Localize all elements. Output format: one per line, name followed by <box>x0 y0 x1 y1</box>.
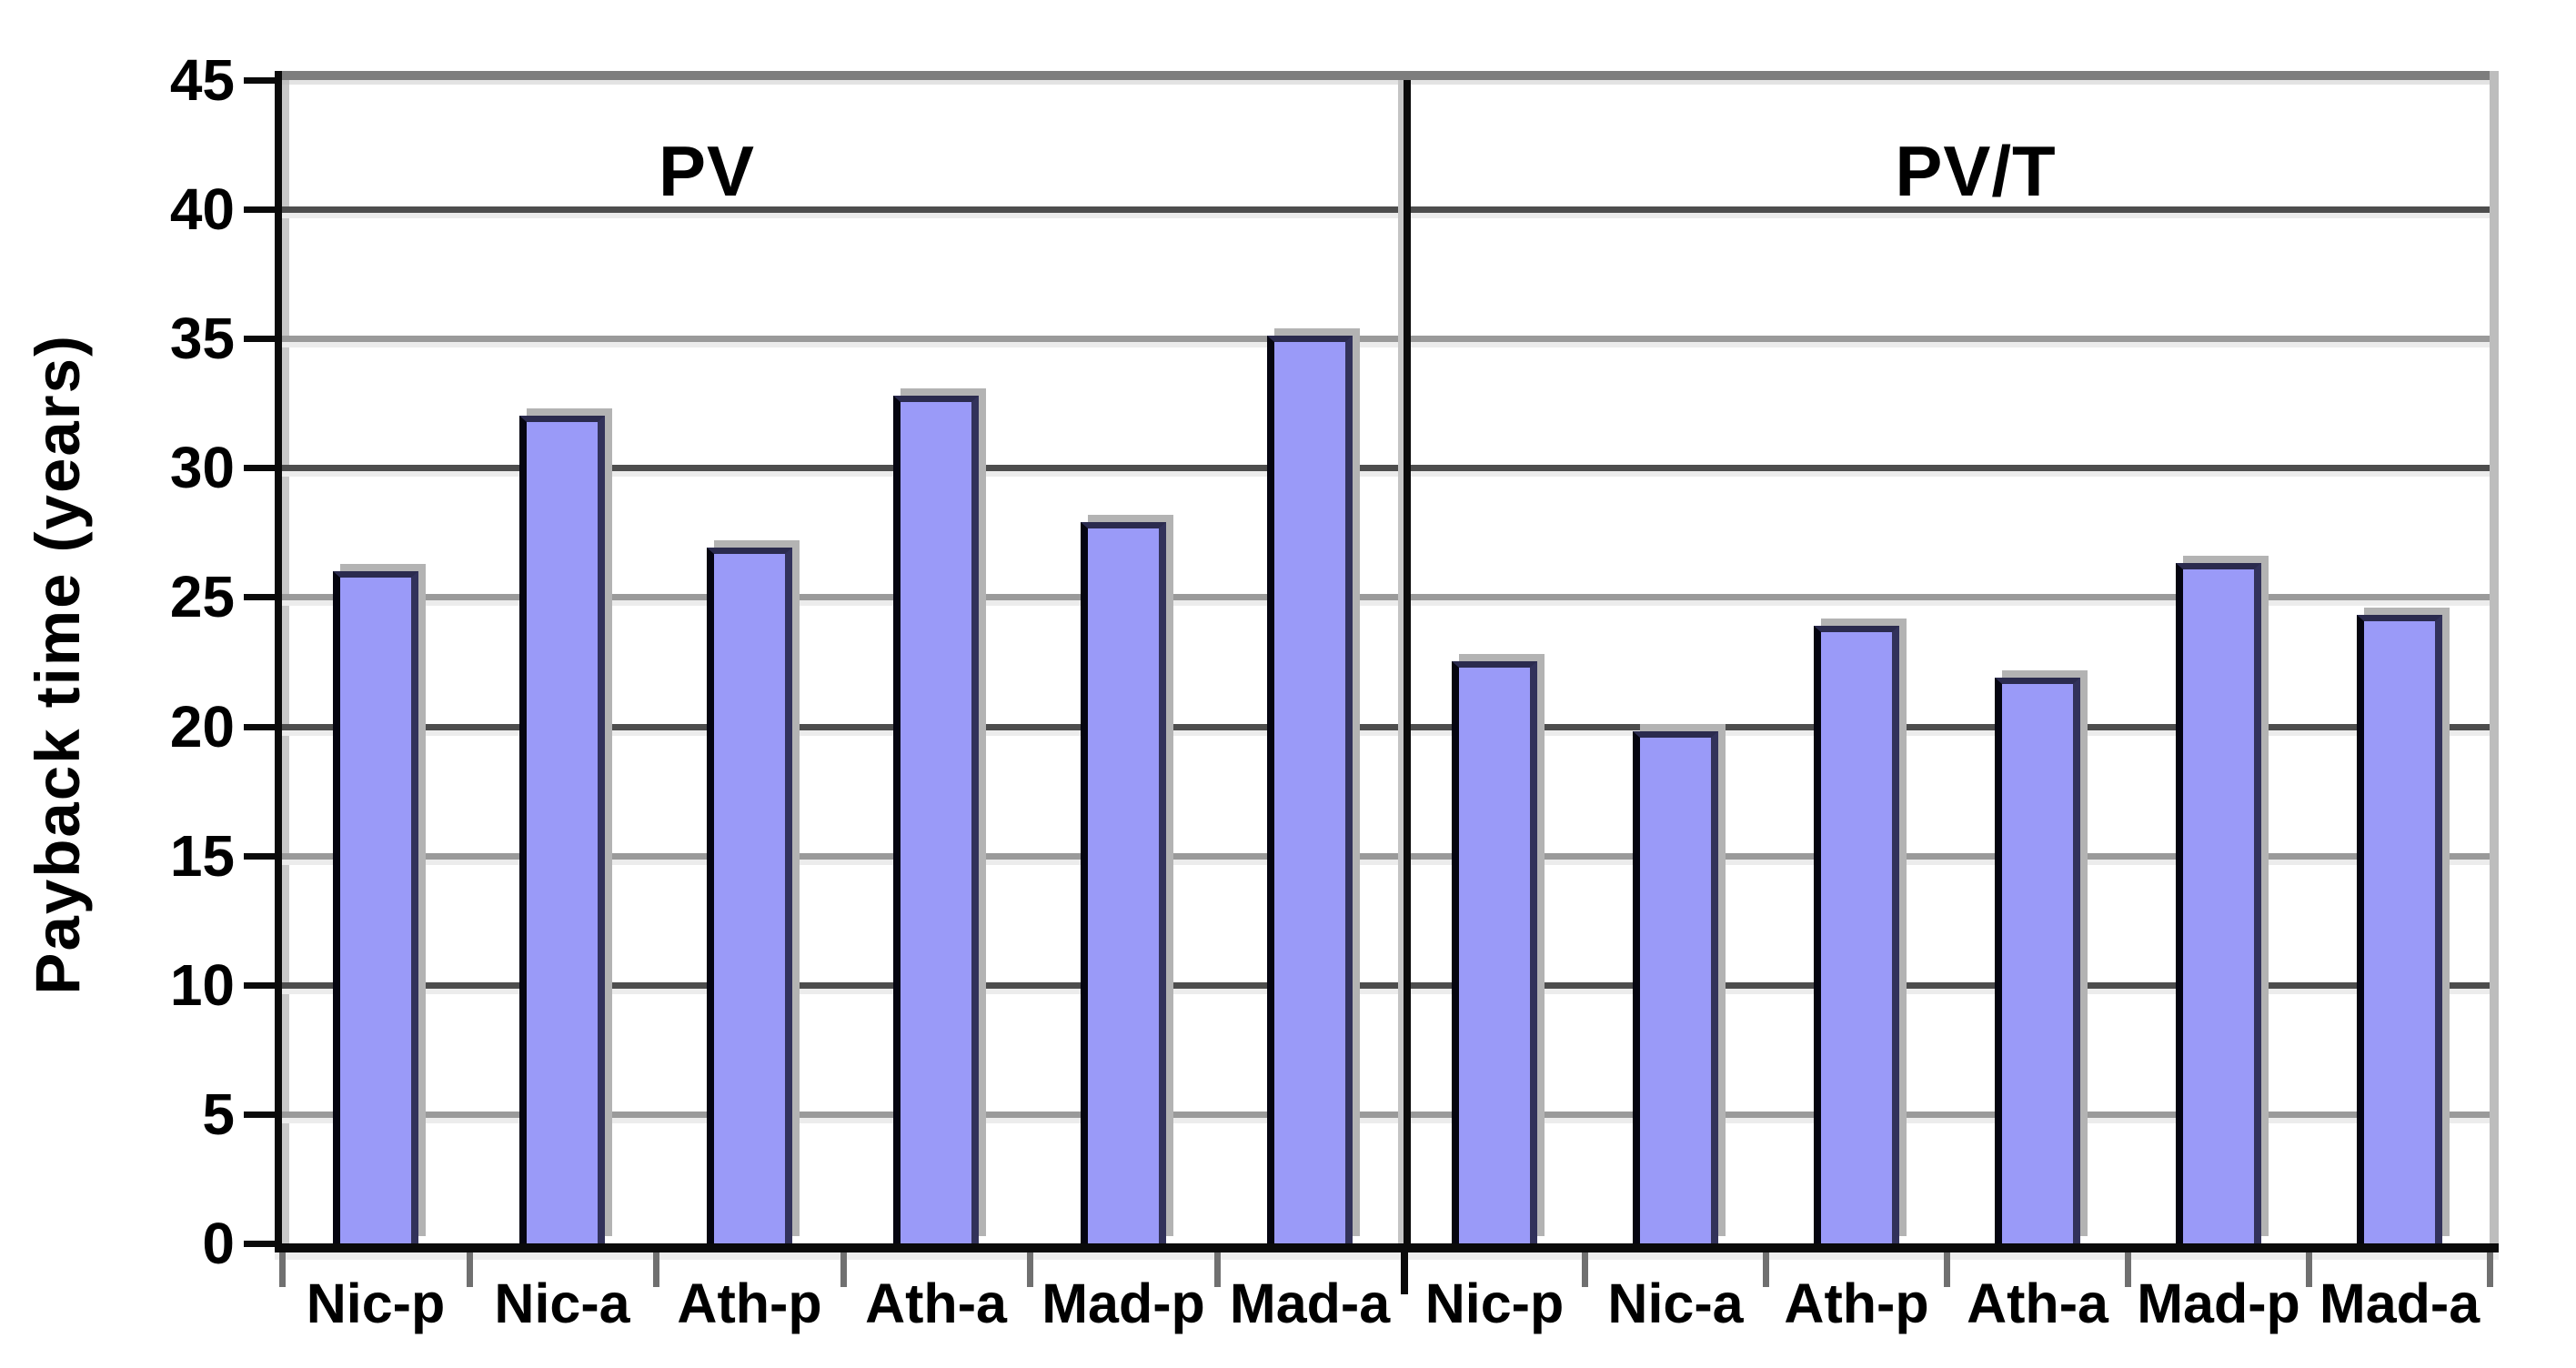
gridline-35 <box>282 336 2490 342</box>
y-tick-label-20: 20 <box>169 694 235 759</box>
panel-divider-shadow <box>1398 80 1404 1243</box>
bar-pv-t-ath-p <box>1814 626 1899 1243</box>
panel-title-pvt: PV/T <box>1895 131 2057 211</box>
x-tick-label-pv-t-mad-p: Mad-p <box>2137 1272 2300 1334</box>
bar-pv-t-mad-p <box>2176 563 2261 1243</box>
x-tick-label-pv-mad-p: Mad-p <box>1041 1272 1205 1334</box>
x-tick-label-pv-ath-a: Ath-a <box>865 1272 1007 1334</box>
plot-frame-right <box>2490 71 2499 1243</box>
y-axis-title: Payback time (years) <box>7 155 107 1173</box>
y-tick-label-30: 30 <box>169 435 235 500</box>
x-boundary-tick <box>2125 1252 2131 1287</box>
y-tick-label-25: 25 <box>169 564 235 629</box>
gridline-10 <box>282 982 2490 989</box>
bar-pv-nic-a <box>519 416 605 1243</box>
x-tick-label-pv-nic-a: Nic-a <box>494 1272 630 1334</box>
plot-frame-top <box>275 71 2499 80</box>
y-tick-label-35: 35 <box>169 306 235 371</box>
y-axis-title-text: Payback time (years) <box>22 333 93 995</box>
x-boundary-tick <box>653 1252 659 1287</box>
x-tick-label-pv-ath-p: Ath-p <box>677 1272 822 1334</box>
x-boundary-tick <box>1027 1252 1033 1287</box>
panel-title-pv: PV <box>658 131 756 211</box>
x-boundary-tick <box>840 1252 847 1287</box>
y-axis-line-shadow <box>282 80 289 1243</box>
y-tick-45 <box>244 77 282 84</box>
bar-pv-mad-p <box>1081 522 1166 1243</box>
y-tick-40 <box>244 206 282 213</box>
y-tick-35 <box>244 336 282 342</box>
bar-pv-t-mad-a <box>2357 615 2442 1243</box>
panel-divider <box>1404 80 1411 1243</box>
x-edge-tick-left <box>279 1252 286 1287</box>
x-tick-label-pv-t-ath-a: Ath-a <box>1967 1272 2108 1334</box>
x-tick-label-pv-t-ath-p: Ath-p <box>1784 1272 1929 1334</box>
gridline-25 <box>282 594 2490 600</box>
y-tick-label-15: 15 <box>169 823 235 889</box>
gridline-40 <box>282 206 2490 213</box>
bar-pv-t-nic-p <box>1452 661 1537 1243</box>
gridline-30 <box>282 465 2490 471</box>
y-tick-label-10: 10 <box>169 952 235 1018</box>
bar-pv-ath-a <box>893 396 979 1243</box>
y-tick-5 <box>244 1112 282 1118</box>
bar-pv-t-nic-a <box>1633 731 1718 1243</box>
gridline-15 <box>282 853 2490 860</box>
y-tick-30 <box>244 465 282 471</box>
y-axis-line <box>275 71 282 1252</box>
x-boundary-tick <box>467 1252 473 1287</box>
bar-pv-ath-p <box>707 548 792 1243</box>
x-boundary-tick <box>1944 1252 1950 1287</box>
bar-pv-mad-a <box>1267 336 1353 1243</box>
y-tick-label-45: 45 <box>169 47 235 113</box>
y-tick-label-0: 0 <box>202 1211 235 1276</box>
x-divider-tick <box>1401 1252 1408 1294</box>
plot-area: PV PV/T <box>275 71 2499 1252</box>
bars-layer <box>282 80 2490 1243</box>
bar-pv-t-ath-a <box>1995 678 2080 1243</box>
x-tick-label-pv-t-mad-a: Mad-a <box>2319 1272 2480 1334</box>
y-tick-0 <box>244 1241 282 1247</box>
y-tick-20 <box>244 724 282 730</box>
x-boundary-tick <box>1763 1252 1769 1287</box>
x-tick-label-pv-t-nic-p: Nic-p <box>1424 1272 1565 1334</box>
x-axis-line <box>275 1243 2499 1252</box>
x-tick-label-pv-nic-p: Nic-p <box>306 1272 446 1334</box>
y-tick-15 <box>244 853 282 860</box>
x-boundary-tick <box>1582 1252 1588 1287</box>
x-boundary-tick <box>1214 1252 1221 1287</box>
x-edge-tick-right <box>2487 1252 2493 1287</box>
gridline-20 <box>282 724 2490 730</box>
y-tick-label-40: 40 <box>169 176 235 242</box>
y-tick-10 <box>244 982 282 989</box>
y-tick-25 <box>244 594 282 600</box>
bar-pv-nic-p <box>333 571 418 1243</box>
x-tick-label-pv-t-nic-a: Nic-a <box>1607 1272 1744 1334</box>
x-boundary-tick <box>2306 1252 2312 1287</box>
x-tick-label-pv-mad-a: Mad-a <box>1229 1272 1391 1334</box>
y-tick-label-5: 5 <box>202 1081 235 1147</box>
gridline-5 <box>282 1112 2490 1118</box>
